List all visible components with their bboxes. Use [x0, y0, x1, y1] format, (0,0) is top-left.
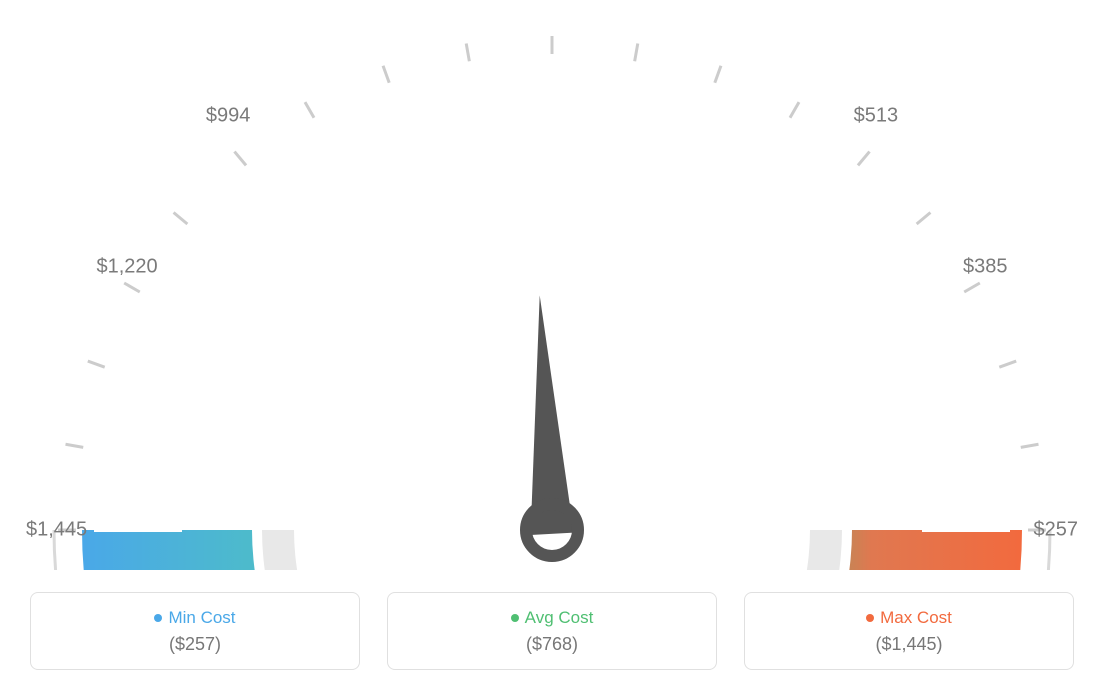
inner-tick: [101, 450, 148, 458]
inner-tick: [155, 301, 231, 345]
outer-tick: [715, 66, 721, 83]
outer-tick: [917, 212, 931, 224]
outer-tick: [466, 44, 469, 62]
legend-value-min: ($257): [169, 634, 221, 655]
outer-tick: [305, 102, 314, 118]
legend-label-min: Min Cost: [168, 608, 235, 628]
outer-tick: [999, 361, 1016, 367]
tick-label: $1,445: [26, 519, 87, 542]
tick-label: $1,220: [96, 256, 157, 279]
outer-tick: [234, 152, 246, 166]
legend-label-max: Max Cost: [880, 608, 952, 628]
inner-tick: [623, 79, 631, 126]
gauge-area: $257 $385 $513 $768 $994 $1,220 $1,445: [0, 0, 1104, 570]
legend-dot-min: [154, 614, 162, 622]
legend-value-max: ($1,445): [875, 634, 942, 655]
legend-box-avg: Avg Cost ($768): [387, 592, 717, 670]
inner-tick: [472, 79, 480, 126]
outer-tick: [858, 152, 870, 166]
inner-tick: [937, 373, 982, 389]
legend-label-avg: Avg Cost: [525, 608, 594, 628]
outer-tick: [124, 283, 140, 292]
inner-tick: [956, 450, 1003, 458]
tick-label: $257: [1034, 519, 1079, 542]
legend-box-min: Min Cost ($257): [30, 592, 360, 670]
inner-tick: [122, 373, 167, 389]
inner-tick: [816, 179, 847, 216]
inner-tick: [692, 100, 708, 145]
legend-dot-avg: [511, 614, 519, 622]
tick-label: $994: [206, 104, 251, 127]
cost-gauge-chart: $257 $385 $513 $768 $994 $1,220 $1,445 Min Cos…: [0, 0, 1104, 690]
outer-tick: [383, 66, 389, 83]
inner-tick: [258, 179, 289, 216]
inner-tick: [201, 236, 238, 267]
inner-tick: [737, 133, 781, 209]
legend-row: Min Cost ($257) Avg Cost ($768) Max Cost…: [0, 592, 1104, 670]
outer-tick: [174, 212, 188, 224]
gauge-svg: [0, 0, 1104, 570]
outer-tick: [964, 283, 980, 292]
inner-tick: [872, 301, 948, 345]
inner-tick: [323, 133, 367, 209]
tick-label: $513: [854, 104, 899, 127]
legend-dot-max: [866, 614, 874, 622]
outer-tick: [790, 102, 799, 118]
outer-tick: [88, 361, 105, 367]
tick-label: $385: [963, 256, 1008, 279]
outer-tick: [66, 444, 84, 447]
outer-tick: [635, 44, 638, 62]
tick-label: $768: [530, 0, 575, 4]
legend-box-max: Max Cost ($1,445): [744, 592, 1074, 670]
inner-tick: [395, 100, 411, 145]
inner-tick: [866, 236, 903, 267]
outer-tick: [1021, 444, 1039, 447]
legend-value-avg: ($768): [526, 634, 578, 655]
